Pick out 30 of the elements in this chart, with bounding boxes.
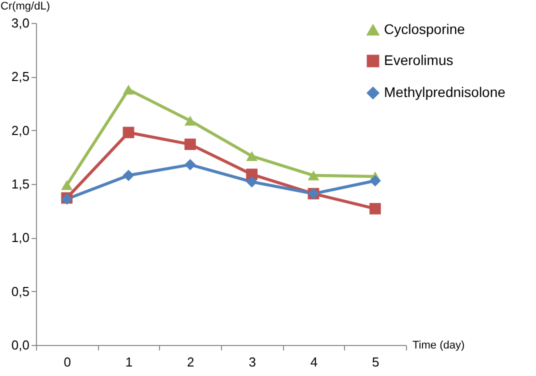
point [122, 84, 134, 94]
y-tick-label: 2,0 [11, 122, 30, 138]
point [184, 116, 196, 126]
x-tick-label: 0 [64, 354, 71, 370]
x-tick-label: 2 [187, 354, 194, 370]
y-tick-label: 3,0 [11, 16, 30, 30]
x-tick-label: 3 [248, 354, 256, 370]
y-tick-label: 1,0 [11, 230, 30, 246]
point [61, 180, 73, 190]
point [246, 176, 258, 188]
y-tick-label: 2,5 [11, 69, 30, 84]
legend-label: Everolimus [384, 52, 454, 68]
x-tick-label: 5 [372, 354, 380, 370]
x-tick-label: 1 [125, 354, 133, 370]
legend-label: Cyclosporine [384, 21, 466, 37]
point [184, 158, 196, 170]
point [184, 138, 196, 150]
point [122, 126, 134, 138]
point [246, 151, 258, 162]
y-tick-label: 1,5 [11, 176, 30, 192]
point [369, 175, 381, 186]
point [369, 202, 381, 214]
point [308, 170, 320, 180]
y-tick-label: 0,5 [11, 284, 30, 299]
point [122, 170, 134, 182]
x-axis-title: Time (day) [412, 340, 465, 352]
x-tick-label: 4 [310, 354, 318, 370]
y-tick-label: 0,0 [11, 338, 30, 352]
legend-label: Methylprednisolone [384, 84, 506, 100]
y-axis-title: Cr(mg/dL) [0, 0, 50, 12]
